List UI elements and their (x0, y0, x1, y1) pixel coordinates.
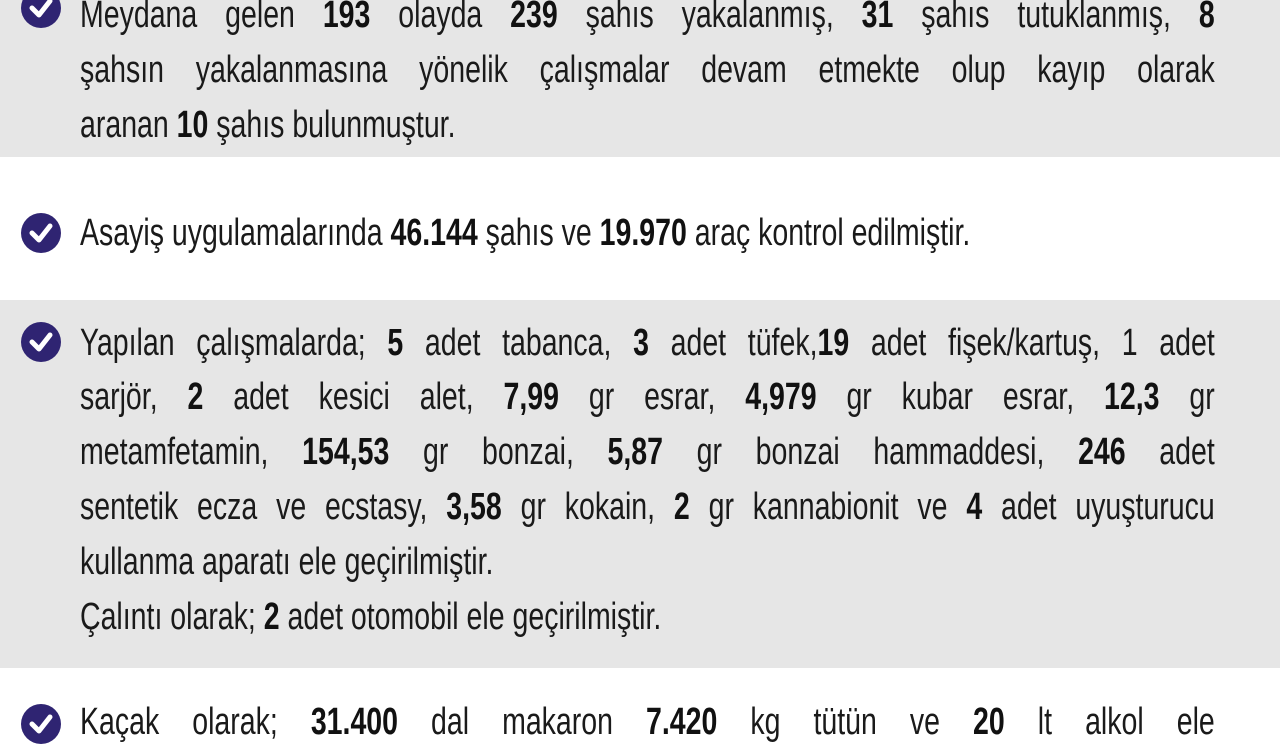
text-segment: sarjör, (80, 376, 188, 418)
text-segment: sentetik ecza ve ecstasy, (80, 486, 447, 528)
text-segment: gr (1159, 376, 1215, 418)
seizures-text-line: sentetik ecza ve ecstasy, 3,58 gr kokain… (80, 482, 1215, 532)
text-segment: araç kontrol edilmiştir. (686, 212, 971, 254)
text-segment: şahıs bulunmuştur. (208, 104, 456, 146)
text-segment: adet kesici alet, (203, 376, 504, 418)
highlight-number: 20 (973, 701, 1005, 743)
text-segment: şahsın yakalanmasına yönelik çalışmalar … (80, 49, 1215, 91)
highlight-number: 8 (1198, 0, 1215, 36)
smuggling-text-line: Kaçak olarak; 31.400 dal makaron 7.420 k… (80, 697, 1215, 747)
text-segment: Kaçak olarak; (80, 701, 311, 743)
text-segment: Meydana gelen (80, 0, 323, 36)
highlight-number: 7,99 (503, 376, 559, 418)
highlight-number: 19 (817, 322, 850, 364)
text-segment: aranan (80, 104, 177, 146)
highlight-number: 31.400 (310, 701, 398, 743)
incidents-text-line: aranan 10 şahıs bulunmuştur. (80, 100, 1215, 150)
text-segment: kullanma aparatı ele geçirilmiştir. (80, 541, 494, 583)
seizures-text-line: metamfetamin, 154,53 gr bonzai, 5,87 gr … (80, 427, 1215, 477)
highlight-number: 3,58 (446, 486, 502, 528)
highlight-number: 19.970 (599, 212, 687, 254)
text-segment: lt alkol ele (1004, 701, 1215, 743)
text-segment: kg tütün ve (717, 701, 974, 743)
text-segment: gr kannabionit ve (689, 486, 967, 528)
text-segment: adet otomobil ele geçirilmiştir. (279, 596, 662, 638)
highlight-number: 2 (673, 486, 690, 528)
highlight-number: 5 (387, 322, 404, 364)
highlight-number: 4,979 (745, 376, 817, 418)
check-circle-icon (21, 213, 61, 253)
text-segment: gr bonzai, (389, 431, 608, 473)
highlight-number: 12,3 (1104, 376, 1160, 418)
seizures-text-line: kullanma aparatı ele geçirilmiştir. (80, 537, 1215, 587)
text-segment: adet (1125, 431, 1215, 473)
checks-text-line: Asayiş uygulamalarında 46.144 şahıs ve 1… (80, 208, 1215, 258)
highlight-number: 154,53 (302, 431, 390, 473)
check-circle-icon (21, 322, 61, 362)
text-segment: adet tüfek, (648, 322, 818, 364)
incidents-text-line: Meydana gelen 193 olayda 239 şahıs yakal… (80, 0, 1215, 40)
text-segment: olayda (370, 0, 511, 36)
text-segment: gr bonzai hammaddesi, (663, 431, 1079, 473)
highlight-number: 2 (263, 596, 280, 638)
text-segment: adet tabanca, (403, 322, 634, 364)
highlight-number: 4 (966, 486, 983, 528)
text-segment: gr kokain, (501, 486, 674, 528)
highlight-number: 239 (510, 0, 558, 36)
text-segment: Asayiş uygulamalarında (80, 212, 391, 254)
highlight-number: 5,87 (607, 431, 664, 473)
check-circle-icon (21, 704, 61, 744)
highlight-number: 7.420 (646, 701, 718, 743)
highlight-number: 2 (187, 376, 204, 418)
highlight-number: 46.144 (390, 212, 478, 254)
text-segment: dal makaron (398, 701, 647, 743)
text-segment: şahıs tutuklanmış, (893, 0, 1199, 36)
check-circle-icon (21, 0, 61, 28)
highlight-number: 3 (633, 322, 649, 364)
text-segment: gr esrar, (558, 376, 746, 418)
seizures-text-line: Yapılan çalışmalarda; 5 adet tabanca, 3 … (80, 318, 1215, 368)
section-incidents (0, 0, 1280, 157)
text-segment: Yapılan çalışmalarda; (80, 322, 388, 364)
text-segment: adet fişek/kartuş, 1 adet (849, 322, 1215, 364)
highlight-number: 193 (322, 0, 371, 36)
section-seizures (0, 300, 1280, 668)
incidents-text-line: şahsın yakalanmasına yönelik çalışmalar … (80, 45, 1215, 95)
text-segment: gr kubar esrar, (816, 376, 1105, 418)
text-segment: şahıs ve (477, 212, 600, 254)
text-segment: şahıs yakalanmış, (557, 0, 862, 36)
highlight-number: 31 (861, 0, 894, 36)
seizures-text-line: sarjör, 2 adet kesici alet, 7,99 gr esra… (80, 372, 1215, 422)
highlight-number: 246 (1078, 431, 1126, 473)
seizures-text-line: Çalıntı olarak; 2 adet otomobil ele geçi… (80, 592, 1215, 642)
highlight-number: 10 (176, 104, 209, 146)
text-segment: adet uyuşturucu (982, 486, 1215, 528)
text-segment: Çalıntı olarak; (80, 596, 264, 638)
text-segment: metamfetamin, (80, 431, 303, 473)
